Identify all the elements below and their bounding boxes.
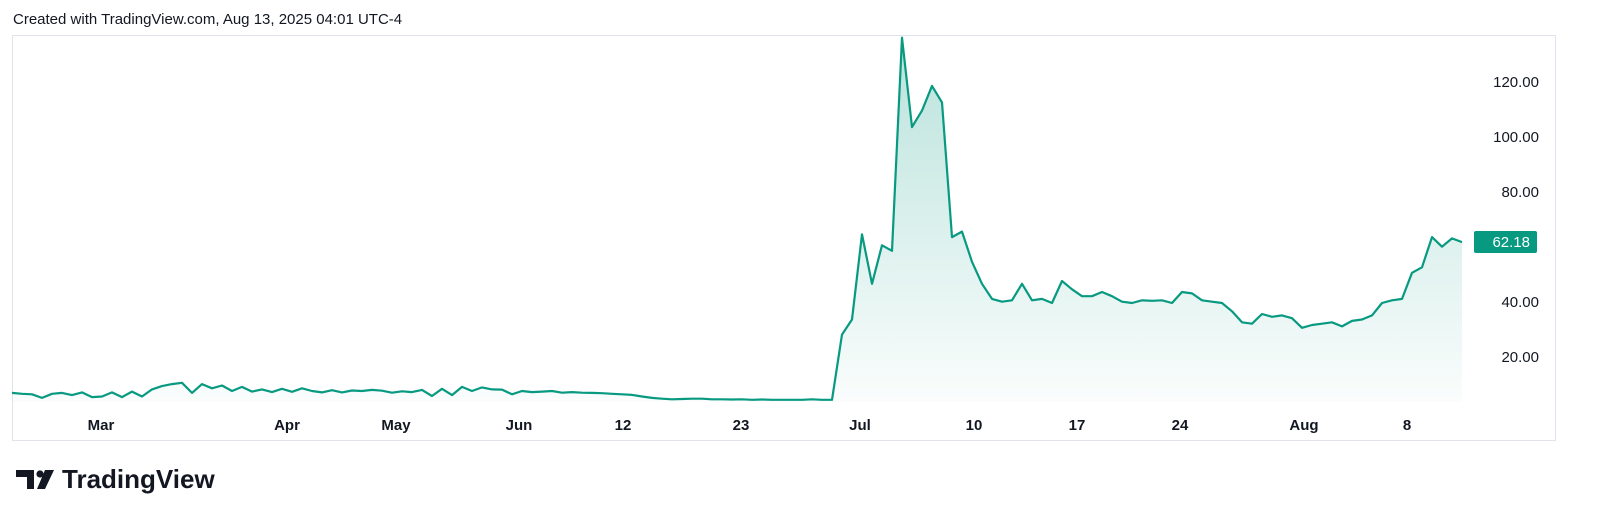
x-tick-label: 24 [1172, 417, 1189, 434]
x-tick-label: Apr [274, 417, 300, 434]
y-tick-label: 100.00 [1493, 129, 1539, 146]
x-tick-label: May [381, 417, 411, 434]
last-price-box [1474, 231, 1537, 254]
brand-name: TradingView [62, 464, 215, 494]
x-tick-label: Mar [88, 417, 115, 434]
logo: TradingView [16, 464, 215, 494]
y-tick-label: 120.00 [1493, 74, 1539, 91]
plot-frame [12, 35, 1556, 441]
x-tick-label: Jul [849, 417, 871, 434]
x-tick-label: Aug [1289, 417, 1318, 434]
x-tick-label: 12 [615, 417, 632, 434]
x-tick-label: Jun [506, 417, 533, 434]
area-fill [12, 37, 1462, 402]
y-tick-label: 80.00 [1501, 184, 1539, 201]
y-tick-label: 20.00 [1501, 349, 1539, 366]
x-tick-label: 17 [1069, 417, 1086, 434]
x-tick-label: 10 [966, 417, 983, 434]
last-price-label: 62.18 [1492, 234, 1530, 251]
x-tick-label: 8 [1403, 417, 1411, 434]
header-text: Created with TradingView.com, Aug 13, 20… [13, 11, 402, 28]
price-line [11, 36, 1463, 401]
x-tick-label: 23 [733, 417, 750, 434]
y-tick-label: 40.00 [1501, 294, 1539, 311]
